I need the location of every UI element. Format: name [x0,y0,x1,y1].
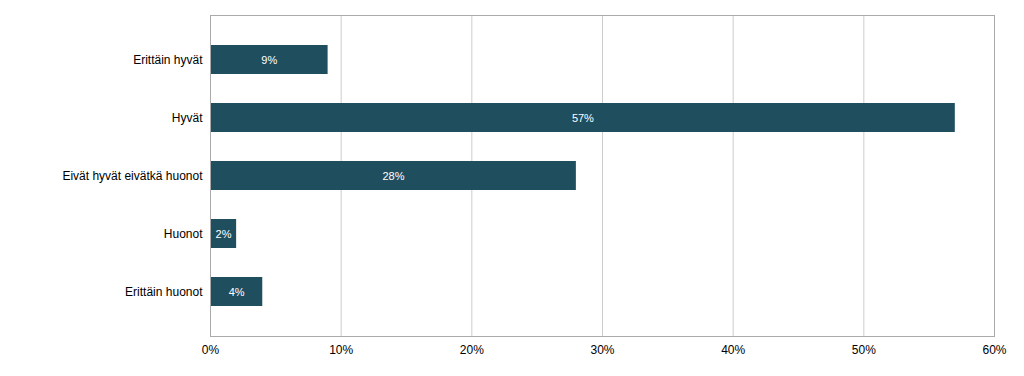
svg-text:Huonot: Huonot [164,227,203,241]
svg-text:9%: 9% [261,54,277,66]
svg-text:30%: 30% [590,343,614,357]
svg-text:50%: 50% [852,343,876,357]
svg-text:Hyvät: Hyvät [172,111,203,125]
svg-text:Eivät hyvät eivätkä huonot: Eivät hyvät eivätkä huonot [62,169,203,183]
svg-text:2%: 2% [216,228,232,240]
svg-text:28%: 28% [382,170,404,182]
svg-text:10%: 10% [329,343,353,357]
svg-text:57%: 57% [572,112,594,124]
svg-text:Erittäin hyvät: Erittäin hyvät [133,53,203,67]
svg-text:20%: 20% [460,343,484,357]
svg-text:40%: 40% [721,343,745,357]
svg-text:60%: 60% [982,343,1006,357]
svg-text:0%: 0% [202,343,220,357]
svg-text:Erittäin huonot: Erittäin huonot [125,285,203,299]
svg-text:4%: 4% [229,286,245,298]
